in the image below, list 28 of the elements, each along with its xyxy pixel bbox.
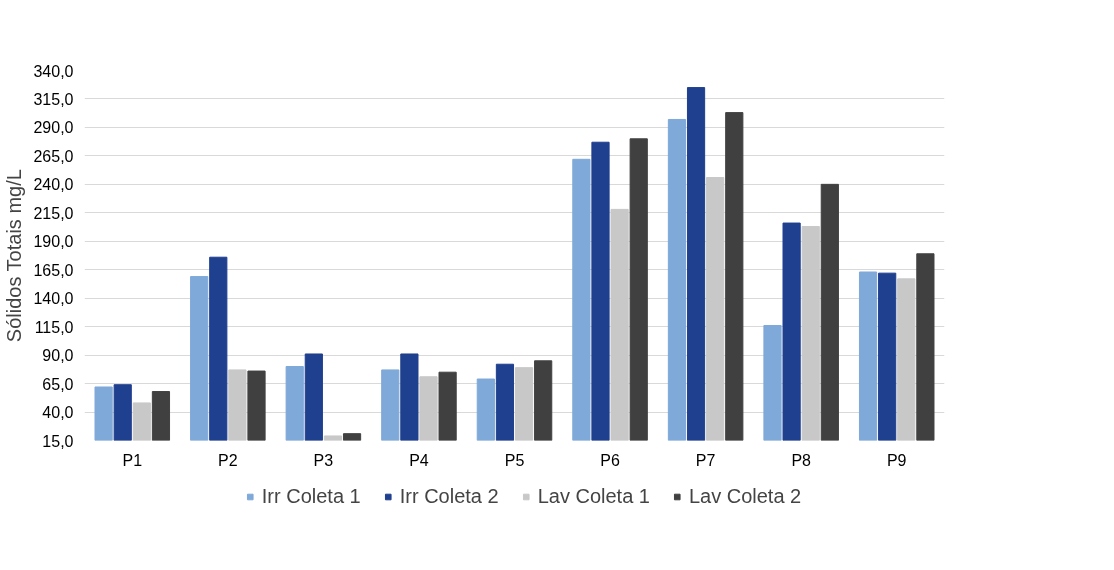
x-tick-label: P4 bbox=[409, 451, 429, 469]
y-tick-label: 265,0 bbox=[33, 147, 74, 165]
x-tick-label: P9 bbox=[886, 451, 907, 469]
y-tick-label: 90,0 bbox=[42, 347, 74, 365]
legend-label: Lav Coleta 2 bbox=[688, 484, 802, 508]
y-axis-title: Sólidos Totais mg/L bbox=[3, 169, 26, 343]
y-tick-label: 190,0 bbox=[33, 233, 74, 251]
y-tick-label: 140,0 bbox=[33, 290, 74, 308]
y-tick-label: 290,0 bbox=[33, 119, 74, 137]
x-tick-label: P6 bbox=[600, 451, 620, 469]
x-tick-label: P1 bbox=[122, 451, 143, 469]
y-tick-label: 65,0 bbox=[42, 375, 74, 393]
x-tick-label: P2 bbox=[218, 451, 238, 469]
x-tick-label: P7 bbox=[695, 451, 716, 469]
y-tick-label: 240,0 bbox=[33, 176, 74, 194]
y-tick-label: 15,0 bbox=[42, 432, 74, 450]
legend-label: Lav Coleta 1 bbox=[537, 484, 650, 508]
x-tick-label: P5 bbox=[504, 451, 525, 469]
y-tick-label: 40,0 bbox=[42, 404, 74, 422]
x-tick-label: P3 bbox=[313, 451, 334, 469]
y-tick-label: 115,0 bbox=[34, 318, 74, 336]
y-tick-label: 340,0 bbox=[33, 62, 74, 80]
y-tick-label: 315,0 bbox=[33, 90, 74, 108]
x-tick-label: P8 bbox=[791, 451, 812, 469]
y-tick-label: 165,0 bbox=[33, 261, 74, 279]
y-tick-label: 215,0 bbox=[33, 204, 74, 222]
legend-label: Irr Coleta 1 bbox=[261, 484, 361, 508]
legend-label: Irr Coleta 2 bbox=[399, 484, 499, 508]
